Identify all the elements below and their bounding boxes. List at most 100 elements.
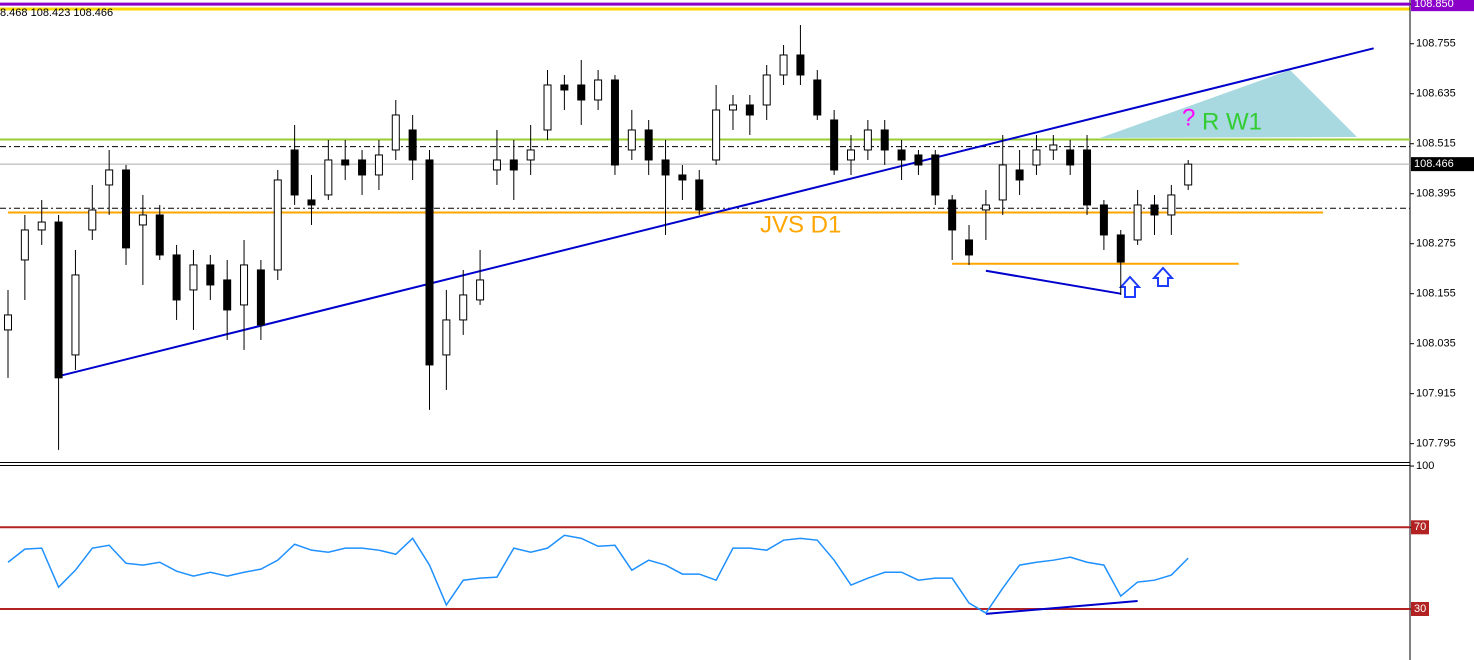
candle-body: [476, 279, 485, 301]
y-tick-label: 108.035: [1416, 338, 1456, 350]
candle-body: [408, 129, 417, 161]
candle-body: [1049, 144, 1058, 151]
candle-body: [762, 74, 771, 106]
candle-body: [779, 54, 788, 76]
candle-body: [155, 214, 164, 256]
candle-body: [391, 114, 400, 151]
candle-body: [492, 159, 501, 171]
candle-body: [290, 149, 299, 196]
candle-body: [1015, 169, 1024, 181]
candle-body: [897, 149, 906, 161]
candle-body: [71, 274, 80, 356]
candle-body: [88, 209, 97, 231]
candle-body: [324, 159, 333, 196]
candle-body: [307, 199, 316, 206]
candle-body: [965, 239, 974, 256]
candle-body: [931, 154, 940, 196]
candle-body: [1083, 149, 1092, 206]
candle-body: [1167, 194, 1176, 216]
y-tick-label: 107.915: [1416, 388, 1456, 400]
target-zone: [1100, 70, 1357, 138]
candle-body: [442, 319, 451, 356]
up-arrow: [1118, 275, 1142, 298]
tick-box: [1411, 601, 1429, 616]
candle-body: [4, 314, 12, 331]
candle-body: [728, 104, 737, 111]
candle-body: [644, 129, 653, 161]
candle-body: [863, 129, 872, 151]
candle-body: [273, 179, 282, 271]
candle-body: [189, 264, 198, 291]
candle-body: [543, 84, 552, 131]
candle-body: [594, 79, 603, 101]
candle-body: [172, 254, 181, 301]
candle-body: [712, 109, 721, 161]
candle-body: [1066, 149, 1075, 166]
y-tick-label: 30: [1414, 603, 1426, 615]
y-tick-label: 108.515: [1416, 138, 1456, 150]
candle-body: [695, 179, 704, 211]
candle-body: [1184, 163, 1193, 186]
y-tick-label: 108.275: [1416, 238, 1456, 250]
y-tick-label: 108.395: [1416, 188, 1456, 200]
candle-body: [830, 119, 839, 171]
trend-line: [58, 47, 1374, 378]
candle-body: [1116, 234, 1125, 263]
last-price-label: 108.466: [1414, 158, 1454, 170]
rsi-line: [7, 534, 1189, 615]
candle-body: [54, 221, 63, 379]
candle-body: [847, 149, 855, 161]
candle-body: [796, 54, 805, 76]
candle-body: [610, 79, 619, 166]
candle-body: [122, 169, 131, 249]
y-tick-label: 108.755: [1416, 38, 1456, 50]
y-tick-label: 70: [1414, 521, 1426, 533]
y-tick-label: 108.635: [1416, 88, 1456, 100]
candle-body: [206, 264, 215, 286]
candle-body: [37, 221, 46, 231]
candle-body: [948, 199, 957, 231]
candle-body: [661, 159, 670, 176]
tick-box: [1411, 0, 1474, 12]
candle-body: [358, 159, 367, 176]
candle-body: [223, 279, 232, 311]
candle-body: [1099, 204, 1108, 236]
candle-body: [813, 79, 822, 116]
candle-body: [577, 84, 586, 101]
trend-line: [985, 269, 1121, 295]
candle-body: [240, 264, 249, 306]
candle-body: [374, 154, 383, 176]
candle-body: [627, 129, 636, 151]
candle-body: [678, 174, 687, 181]
candle-body: [1032, 149, 1041, 166]
up-arrow: [1151, 266, 1175, 287]
candle-body: [425, 159, 434, 366]
last-price-box: [1411, 157, 1474, 172]
candle-body: [981, 204, 990, 211]
tick-box: [1411, 520, 1429, 535]
candle-body: [526, 149, 535, 161]
candle-body: [20, 229, 29, 261]
annotation: R W1: [1202, 108, 1262, 135]
candle-body: [1133, 204, 1142, 241]
y-tick-label: 100: [1416, 460, 1434, 472]
candle-body: [138, 214, 147, 226]
candle-body: [256, 269, 265, 326]
candle-body: [998, 164, 1007, 201]
annotation: JVS D1: [760, 211, 841, 238]
y-tick-label: 108.155: [1416, 288, 1456, 300]
ohlc-header: 8.468 108.423 108.466: [0, 7, 113, 19]
y-tick-label: 107.795: [1416, 438, 1456, 450]
y-tick-label: 108.850: [1414, 0, 1454, 10]
candle-body: [880, 129, 889, 151]
candle-body: [745, 104, 754, 116]
candle-body: [914, 154, 923, 166]
candle-body: [105, 169, 114, 186]
annotation: ?: [1182, 104, 1195, 131]
candle-body: [1150, 204, 1159, 216]
candle-body: [509, 159, 518, 171]
candle-body: [341, 159, 350, 166]
candle-body: [560, 84, 569, 91]
